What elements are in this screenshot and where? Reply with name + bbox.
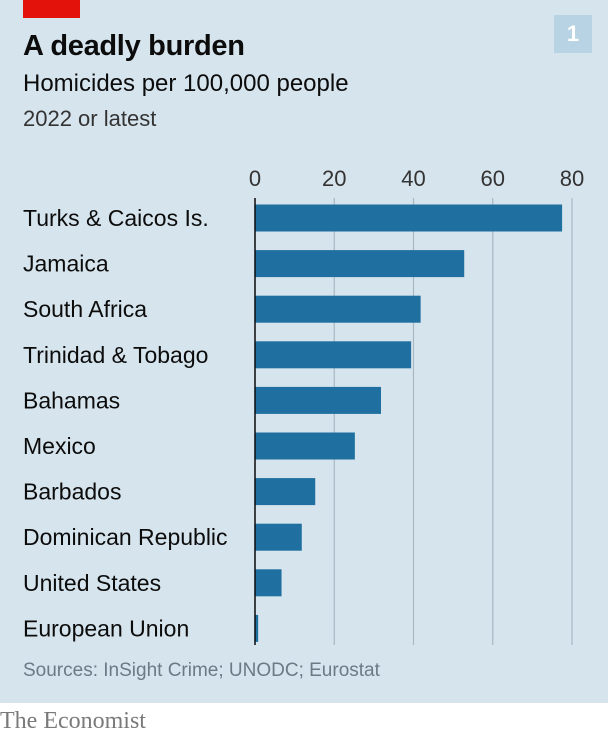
chart-subtitle: Homicides per 100,000 people <box>23 70 349 97</box>
bar-6 <box>255 478 316 506</box>
bar-9 <box>255 614 259 642</box>
category-label-0: Turks & Caicos Is. <box>23 205 209 231</box>
bar-4 <box>255 386 382 414</box>
category-label-4: Bahamas <box>23 387 120 413</box>
bar-0 <box>255 204 563 232</box>
bar-2 <box>255 295 421 323</box>
category-label-6: Barbados <box>23 479 121 505</box>
bar-8 <box>255 569 282 597</box>
category-label-8: United States <box>23 570 161 596</box>
source-note: Sources: InSight Crime; UNODC; Eurostat <box>23 660 380 681</box>
bar-1 <box>255 250 465 278</box>
x-tick-label-0: 0 <box>249 166 261 191</box>
category-label-9: European Union <box>23 615 189 641</box>
chart-note: 2022 or latest <box>23 106 157 131</box>
x-tick-label-80: 80 <box>560 166 584 191</box>
bar-7 <box>255 523 302 551</box>
x-tick-label-40: 40 <box>401 166 425 191</box>
chart-title: A deadly burden <box>23 30 245 62</box>
category-label-2: South Africa <box>23 296 147 322</box>
x-tick-label-20: 20 <box>322 166 346 191</box>
brand-red-tag <box>23 0 80 18</box>
category-label-5: Mexico <box>23 433 96 459</box>
brand-wordmark: The Economist <box>0 708 146 734</box>
bar-5 <box>255 432 355 460</box>
x-tick-label-60: 60 <box>481 166 505 191</box>
bar-chart: 0 20 40 60 80 Turks & Caicos Is. Jamaica South … <box>23 166 584 645</box>
chart-number-badge: 1 <box>554 15 592 53</box>
category-label-1: Jamaica <box>23 251 109 277</box>
category-label-3: Trinidad & Tobago <box>23 342 208 368</box>
bar-3 <box>255 341 412 369</box>
category-label-7: Dominican Republic <box>23 524 228 550</box>
